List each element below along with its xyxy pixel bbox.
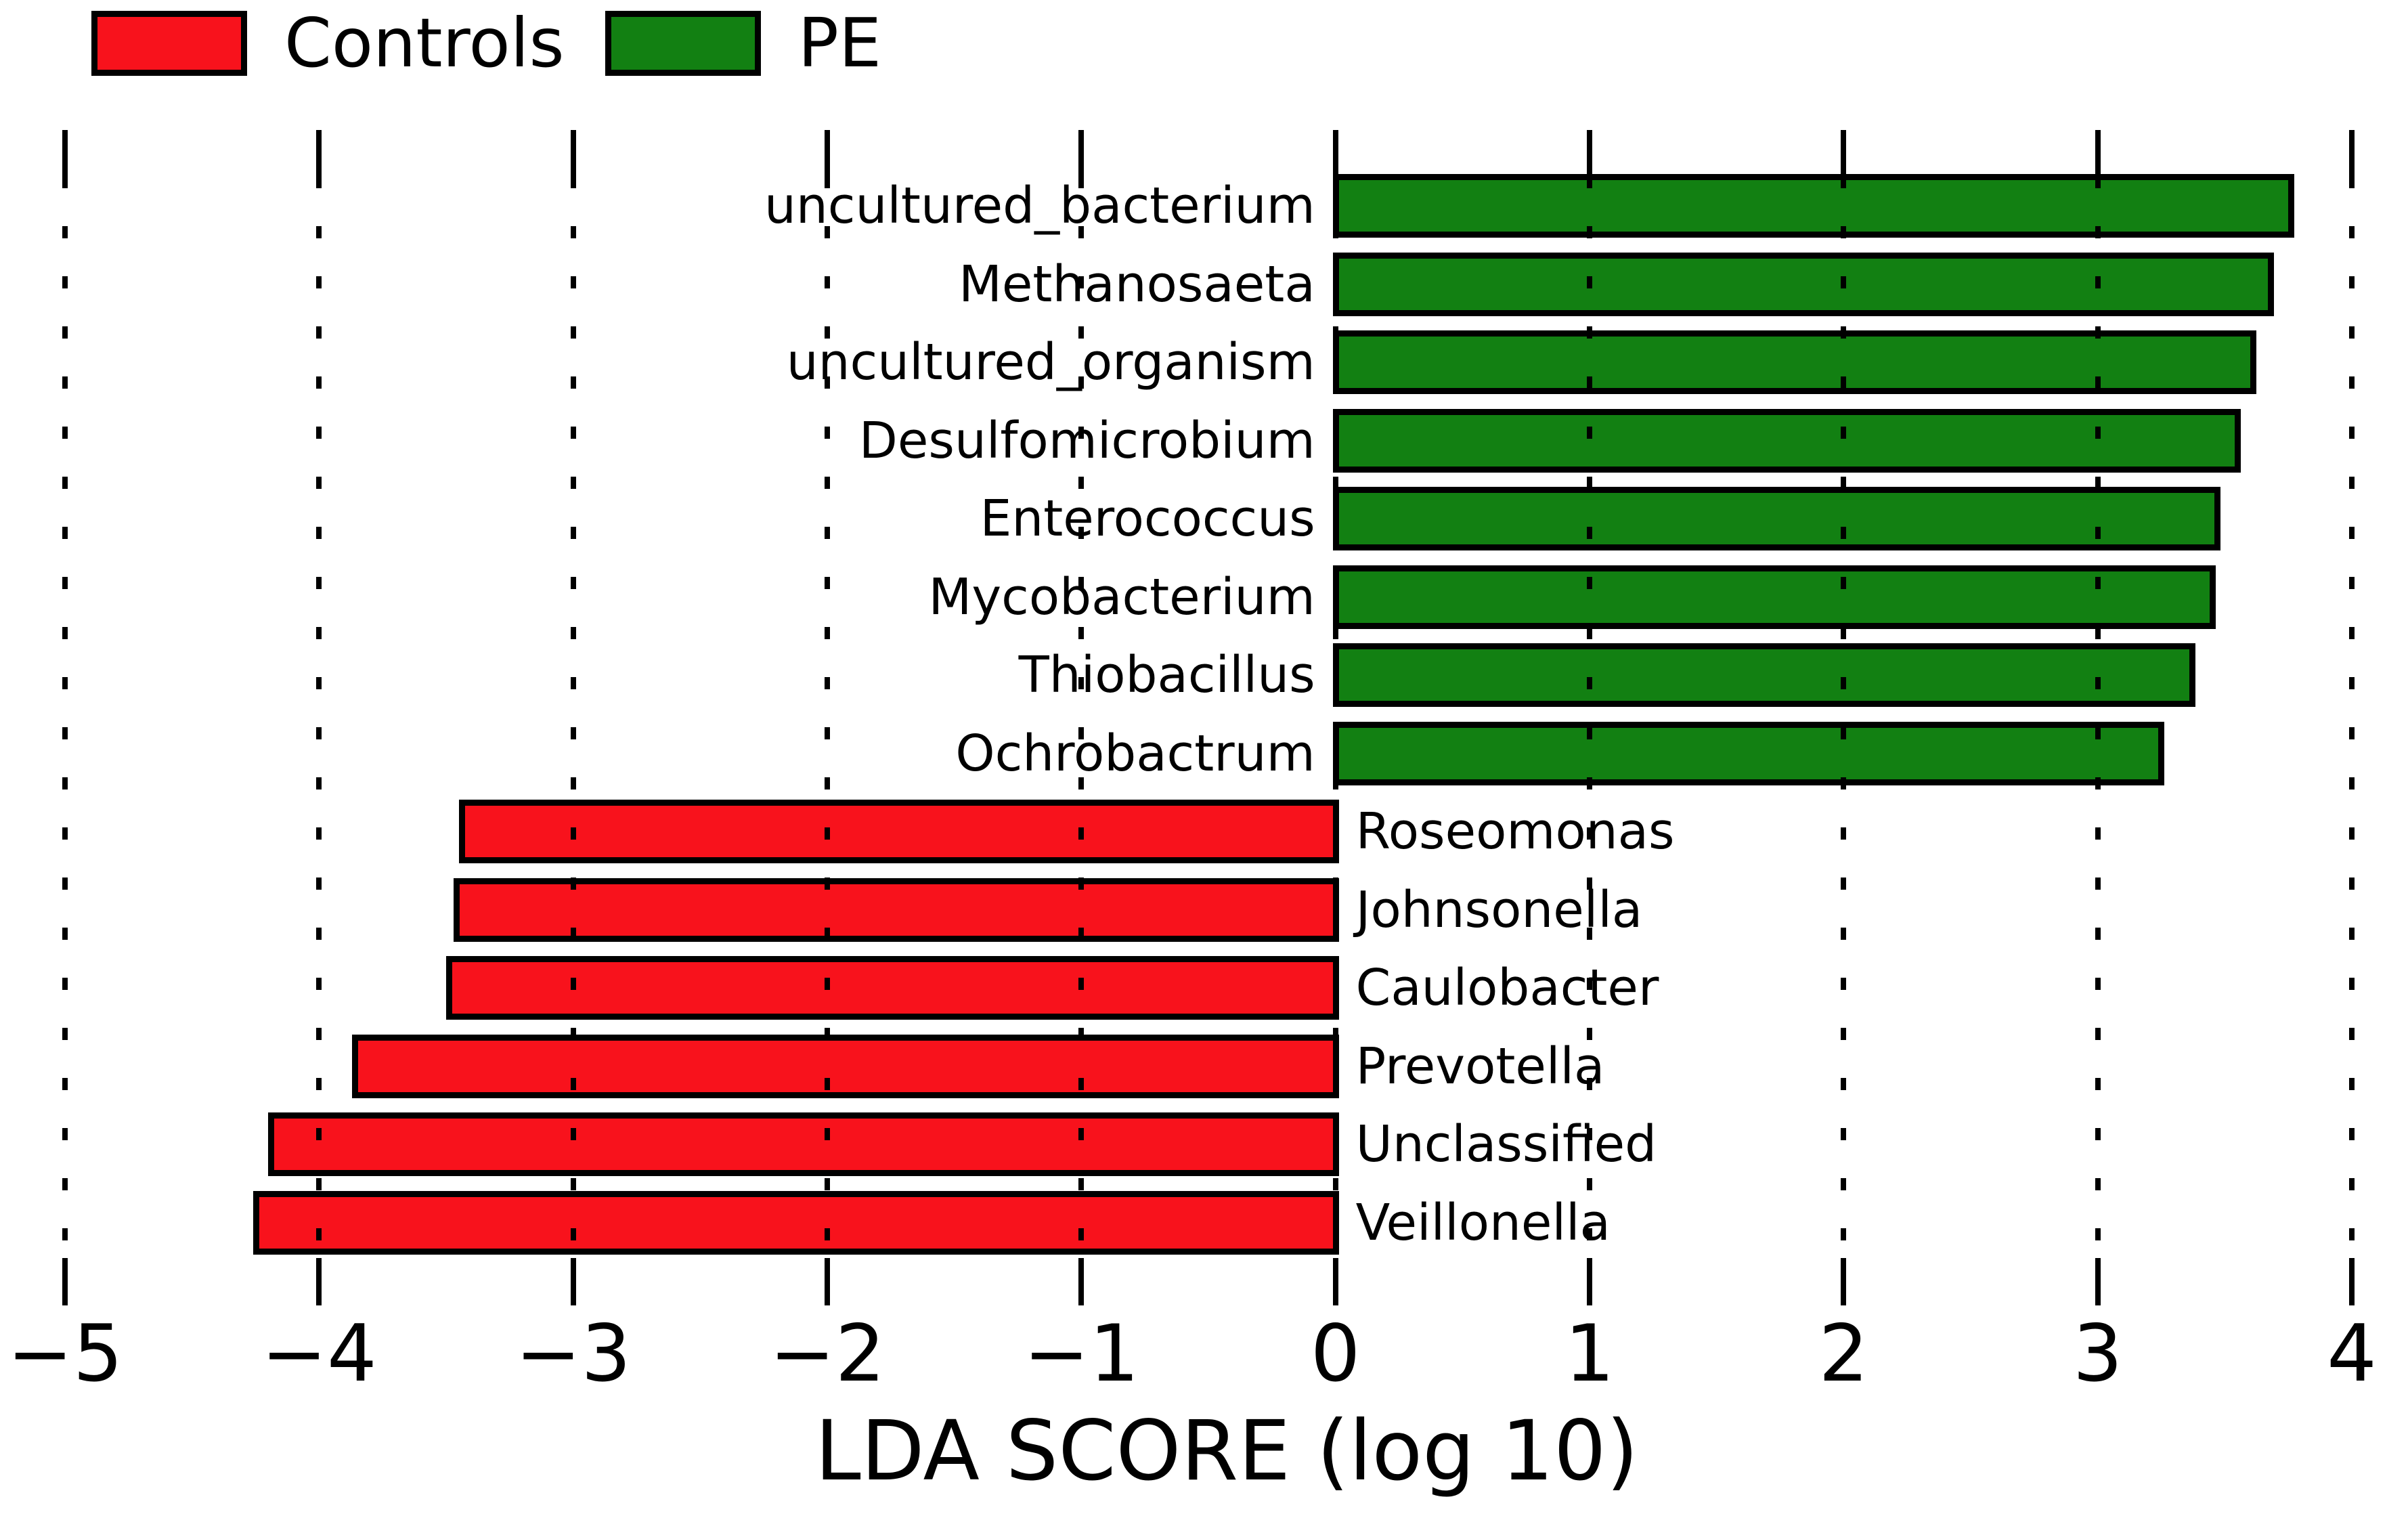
bar-Desulfomicrobium <box>1332 408 2241 473</box>
top-tick-−2 <box>825 130 830 177</box>
bar-label-Caulobacter: Caulobacter <box>1355 959 1659 1017</box>
x-tick-label-−4: −4 <box>261 1308 377 1400</box>
gridline-−4 <box>316 176 322 1258</box>
bottom-tick-3 <box>2095 1258 2101 1305</box>
bottom-tick-2 <box>1841 1258 1847 1305</box>
x-tick-label-−1: −1 <box>1023 1308 1139 1400</box>
gridline-4 <box>2349 176 2355 1258</box>
legend-label-controls: Controls <box>284 3 565 83</box>
bar-label-Methanosaeta: Methanosaeta <box>959 255 1315 313</box>
bar-label-Johnsonella: Johnsonella <box>1355 880 1643 939</box>
bar-label-Enterococcus: Enterococcus <box>980 490 1315 548</box>
x-tick-label-−5: −5 <box>7 1308 123 1400</box>
bar-Thiobacillus <box>1332 643 2195 707</box>
bottom-tick-1 <box>1587 1258 1592 1305</box>
x-tick-label-−2: −2 <box>769 1308 885 1400</box>
bar-label-Mycobacterium: Mycobacterium <box>928 567 1315 626</box>
x-tick-label-0: 0 <box>1310 1308 1361 1400</box>
gridline-3 <box>2095 176 2101 1258</box>
legend-label-pe: PE <box>797 3 882 83</box>
top-tick-1 <box>1587 130 1592 177</box>
bottom-tick-−1 <box>1078 1258 1085 1305</box>
legend-item-controls: Controls <box>91 9 565 77</box>
legend-item-pe: PE <box>605 3 882 83</box>
top-tick-4 <box>2349 130 2355 177</box>
legend: Controls PE <box>91 9 881 77</box>
bar-Prevotella <box>351 1034 1339 1098</box>
bar-Veillonella <box>253 1190 1339 1255</box>
gridline-−2 <box>825 176 830 1258</box>
bar-Johnsonella <box>454 878 1339 942</box>
top-tick-2 <box>1841 130 1847 177</box>
top-tick-−3 <box>570 130 576 177</box>
gridline-−3 <box>570 176 576 1258</box>
bar-Methanosaeta <box>1332 252 2274 316</box>
bottom-tick-4 <box>2349 1258 2355 1305</box>
bar-label-Roseomonas: Roseomonas <box>1355 802 1675 861</box>
bar-label-Veillonella: Veillonella <box>1355 1193 1611 1252</box>
bottom-tick-−2 <box>825 1258 830 1305</box>
bar-Unclassified <box>268 1112 1339 1176</box>
bar-label-Prevotella: Prevotella <box>1355 1037 1605 1096</box>
x-axis-title: LDA SCORE (log 10) <box>814 1403 1639 1499</box>
bottom-tick-−4 <box>316 1258 322 1305</box>
bottom-tick-−3 <box>570 1258 576 1305</box>
bar-label-Thiobacillus: Thiobacillus <box>1018 646 1315 704</box>
bar-Caulobacter <box>445 956 1339 1020</box>
x-tick-label-−3: −3 <box>515 1308 632 1400</box>
gridline-0 <box>1332 176 1338 1258</box>
pe-color-swatch <box>605 11 761 76</box>
top-tick-3 <box>2095 130 2101 177</box>
controls-color-swatch <box>91 11 247 76</box>
bar-Mycobacterium <box>1332 565 2216 629</box>
bar-label-uncultured_organism: uncultured_organism <box>786 333 1315 391</box>
x-tick-label-2: 2 <box>1818 1308 1869 1400</box>
bar-label-Desulfomicrobium: Desulfomicrobium <box>858 411 1315 470</box>
x-tick-label-4: 4 <box>2327 1308 2377 1400</box>
bar-label-uncultured_bacterium: uncultured_bacterium <box>764 177 1315 235</box>
bar-uncultured_bacterium <box>1332 174 2294 238</box>
bar-label-Ochrobactrum: Ochrobactrum <box>955 724 1315 783</box>
x-tick-label-1: 1 <box>1564 1308 1615 1400</box>
top-tick-−1 <box>1078 130 1085 177</box>
bar-uncultured_organism <box>1332 330 2256 394</box>
bar-Ochrobactrum <box>1332 721 2165 785</box>
gridline-−1 <box>1078 176 1085 1258</box>
top-tick-−4 <box>316 130 322 177</box>
bar-Enterococcus <box>1332 487 2221 550</box>
bar-label-Unclassified: Unclassified <box>1355 1115 1657 1173</box>
top-tick-−5 <box>62 130 68 177</box>
bottom-tick-0 <box>1332 1258 1338 1305</box>
gridline-1 <box>1587 176 1592 1258</box>
x-tick-label-3: 3 <box>2072 1308 2123 1400</box>
top-tick-0 <box>1332 130 1338 177</box>
gridline-2 <box>1841 176 1847 1258</box>
bar-Roseomonas <box>458 800 1339 863</box>
gridline-−5 <box>62 176 68 1258</box>
bottom-tick-−5 <box>62 1258 68 1305</box>
